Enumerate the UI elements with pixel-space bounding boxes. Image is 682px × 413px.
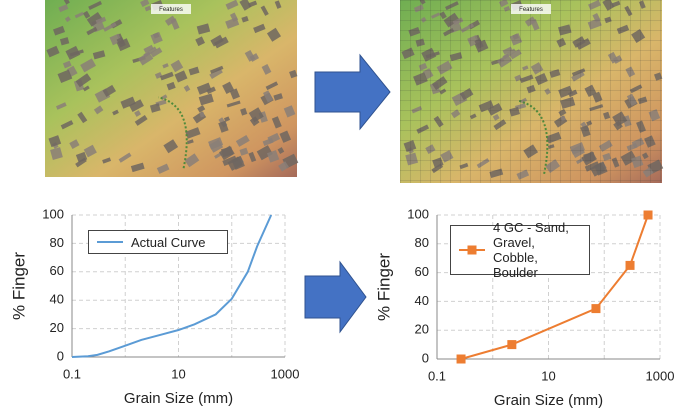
y-tick-label: 20 [50, 320, 64, 335]
legend-label: Actual Curve [131, 235, 205, 250]
aerial-image: Features [45, 0, 298, 177]
aerial-image-gridded: Features [400, 0, 663, 183]
legend-swatch [459, 244, 485, 256]
x-tick-label: 1000 [271, 366, 300, 381]
x-tick-label: 0.1 [428, 368, 446, 383]
y-tick-label: 100 [407, 206, 429, 221]
legend-marker [468, 246, 477, 255]
marker [507, 340, 516, 349]
y-tick-label: 0 [57, 348, 64, 363]
marker [644, 211, 653, 220]
x-tick-label: 10 [541, 368, 555, 383]
y-tick-label: 60 [415, 264, 429, 279]
x-tick-label: 10 [171, 366, 185, 381]
y-axis-title: % Finger [9, 252, 28, 320]
y-tick-label: 0 [422, 350, 429, 365]
x-axis-title: Grain Size (mm) [494, 392, 603, 409]
legend: Actual Curve [88, 230, 228, 254]
marker [626, 261, 635, 270]
arrow [315, 55, 390, 129]
image-label: Features [519, 7, 543, 13]
y-tick-label: 40 [50, 292, 64, 307]
x-tick-label: 0.1 [63, 366, 81, 381]
figure: Features Features 0204060801000.1101000G… [0, 0, 682, 413]
grid-overlay [400, 0, 662, 183]
marker [457, 355, 466, 364]
image-label: Features [159, 7, 183, 13]
legend-label: 4 GC - Sand, Gravel, Cobble, Boulder [493, 220, 581, 280]
legend: 4 GC - Sand, Gravel, Cobble, Boulder [450, 225, 590, 275]
arrow [305, 262, 366, 332]
y-tick-label: 40 [415, 293, 429, 308]
y-axis-title: % Finger [374, 253, 393, 321]
y-tick-label: 100 [42, 206, 64, 221]
legend-swatch [97, 236, 123, 248]
y-tick-label: 80 [50, 235, 64, 250]
figure-canvas: Features Features 0204060801000.1101000G… [0, 0, 682, 413]
y-tick-label: 80 [415, 235, 429, 250]
x-axis-title: Grain Size (mm) [124, 390, 233, 407]
x-tick-label: 1000 [646, 368, 675, 383]
y-tick-label: 60 [50, 263, 64, 278]
y-tick-label: 20 [415, 322, 429, 337]
marker [591, 304, 600, 313]
